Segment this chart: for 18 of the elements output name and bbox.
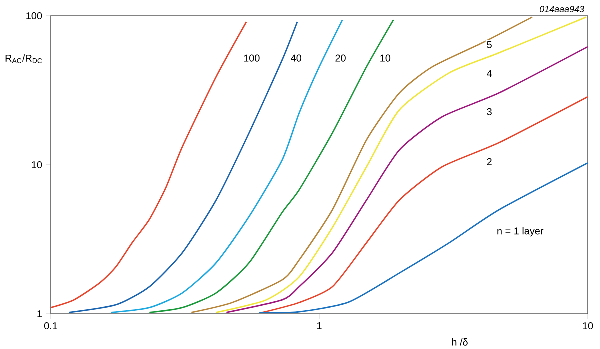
text: 014aaa943 [540,6,584,12]
x-axis-title: h /δ [452,338,468,346]
y-tick-label: 100 [26,12,42,20]
series-label: 4 [487,70,492,78]
series-label: 10 [380,54,391,62]
series-label: 3 [487,108,492,116]
x-tick-label: 10 [583,322,594,330]
series-label: 20 [336,54,346,62]
series-label: 5 [487,41,492,48]
y-axis-title: R$_{AC}$/R$_{DC}$ [6,54,42,64]
series-label: n = 1 layer [498,227,544,237]
series-label: 40 [291,54,302,62]
series-label: 100 [244,54,260,62]
x-tick-label: 1 [317,322,322,330]
series-label: 2 [487,158,492,166]
y-tick-label: 1 [38,310,42,318]
y-tick-label: 10 [32,161,42,169]
x-tick-label: 0.1 [44,322,58,330]
